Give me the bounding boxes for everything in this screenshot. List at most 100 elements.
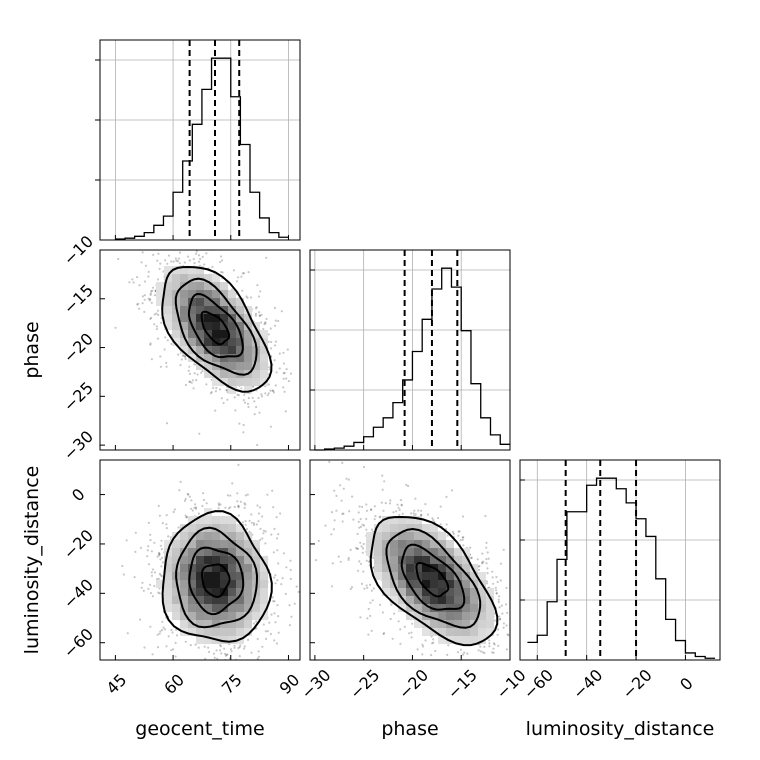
scatter-point [203,645,206,648]
scatter-point [201,369,204,373]
density-cell [220,362,228,370]
scatter-point [307,390,309,392]
scatter-point [233,505,236,508]
scatter-point [135,247,137,249]
x-axis-label-phase: phase [381,718,438,740]
density-cell [188,516,196,524]
density-cell [180,266,188,274]
scatter-point [174,661,176,663]
scatter-point [370,508,373,511]
density-cell [478,588,486,596]
scatter-point [131,278,134,281]
scatter-point [147,275,150,278]
scatter-point [361,505,364,508]
y-axis-label-luminosity_distance: luminosity_distance [21,466,43,655]
density-cell [212,290,220,298]
density-cell [204,274,212,282]
density-cell [220,322,228,330]
density-cell [374,572,382,580]
scatter-point [283,390,286,393]
scatter-point [188,365,191,368]
scatter-point [370,589,373,592]
scatter-point [369,601,372,604]
scatter-point [347,558,350,562]
scatter-point [215,386,218,390]
density-cell [252,362,260,370]
density-cell [478,572,486,580]
density-cell [204,532,212,540]
scatter-point [175,259,178,262]
scatter-point [304,390,306,392]
scatter-point [141,251,144,254]
density-cell [212,580,220,588]
density-cell [438,628,446,636]
density-cell [156,282,164,290]
scatter-point [382,632,386,635]
scatter-point [220,397,223,400]
scatter-point [477,649,480,652]
scatter-point [522,665,524,667]
scatter-point [285,377,288,380]
scatter-point [408,632,411,635]
scatter-point [240,674,242,676]
scatter-point [273,576,276,579]
scatter-point [254,672,256,674]
density-cell [430,556,438,564]
density-cell [228,572,236,580]
scatter-point [424,503,427,506]
density-cell [454,580,462,588]
density-cell [196,580,204,588]
scatter-point [382,509,385,512]
density-cell [406,524,414,532]
scatter-point [205,383,208,386]
density-cell [204,556,212,564]
scatter-point [498,606,501,609]
scatter-point [255,620,258,623]
density-cell [366,548,374,556]
scatter-point [270,340,273,344]
density-cell [236,612,244,620]
density-cell [462,596,470,604]
density-cell [422,572,430,580]
scatter-point [464,709,466,711]
scatter-point [289,577,292,581]
scatter-point [250,513,253,516]
scatter-point [141,295,144,298]
scatter-point [477,568,481,572]
density-cell [228,524,236,532]
density-cell [172,322,180,330]
density-cell [236,524,244,532]
scatter-point [502,548,505,551]
scatter-point [396,503,399,506]
scatter-point [239,644,242,647]
scatter-point [273,612,276,615]
scatter-point [380,501,383,504]
density-cell [382,532,390,540]
scatter-point [217,507,220,510]
scatter-point [150,571,153,574]
density-cell [470,604,478,612]
scatter-point [420,509,423,512]
density-cell [422,628,430,636]
density-cell [204,370,212,378]
scatter-point [488,639,491,642]
scatter-point [384,502,387,505]
density-cell [244,628,252,636]
scatter-point [369,583,372,587]
density-cell [196,540,204,548]
scatter-point [219,644,222,647]
density-cell [196,604,204,612]
density-cell [228,306,236,314]
density-cell [212,556,220,564]
scatter-point [190,507,193,510]
scatter-point [349,548,352,552]
scatter-point [283,371,286,375]
density-cell [188,524,196,532]
scatter-point [244,503,247,506]
scatter-point [470,557,473,560]
density-cell [220,516,228,524]
density-cell [188,548,196,556]
scatter-point [462,544,465,547]
histogram-phase [310,250,511,451]
density-cell [220,636,228,644]
